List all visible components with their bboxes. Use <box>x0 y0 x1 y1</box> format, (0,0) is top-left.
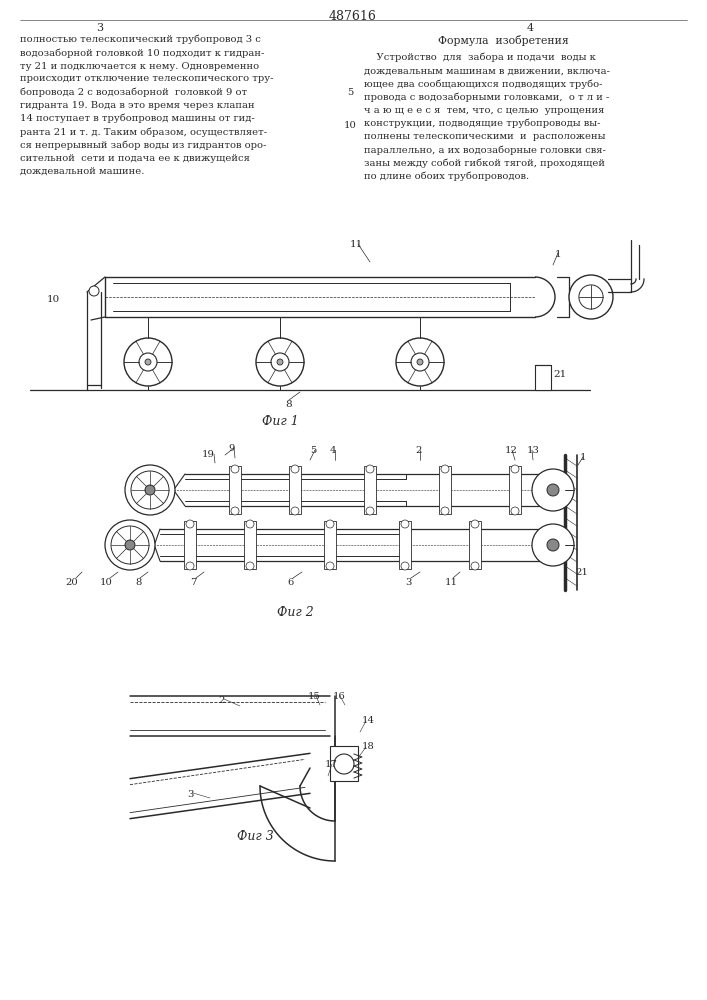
Circle shape <box>231 465 239 473</box>
Circle shape <box>326 562 334 570</box>
Circle shape <box>231 507 239 515</box>
Text: 1: 1 <box>580 453 587 462</box>
Circle shape <box>417 359 423 365</box>
Text: Устройство  для  забора и подачи  воды к
дождевальным машинам в движении, включа: Устройство для забора и подачи воды к до… <box>364 53 610 181</box>
Text: 2: 2 <box>415 446 421 455</box>
Circle shape <box>396 338 444 386</box>
Circle shape <box>366 465 374 473</box>
Circle shape <box>334 754 354 774</box>
Circle shape <box>139 353 157 371</box>
Text: 5: 5 <box>310 446 316 455</box>
Circle shape <box>125 465 175 515</box>
Bar <box>509 466 521 514</box>
Bar <box>244 521 256 569</box>
Circle shape <box>105 520 155 570</box>
Bar <box>399 521 411 569</box>
Bar <box>330 746 358 781</box>
Text: 3: 3 <box>96 23 103 33</box>
Text: 3: 3 <box>187 790 194 799</box>
Text: 10: 10 <box>100 578 113 587</box>
Text: 9: 9 <box>228 444 235 453</box>
Circle shape <box>326 520 334 528</box>
Bar <box>439 466 451 514</box>
Bar <box>535 365 551 390</box>
Text: 21: 21 <box>553 370 566 379</box>
Bar <box>324 521 336 569</box>
Text: Фиг 2: Фиг 2 <box>276 606 313 619</box>
Bar <box>184 521 196 569</box>
Circle shape <box>124 338 172 386</box>
Text: 4: 4 <box>527 23 534 33</box>
Text: 4: 4 <box>330 446 337 455</box>
Bar <box>469 521 481 569</box>
Text: 19: 19 <box>202 450 215 459</box>
Circle shape <box>366 507 374 515</box>
Text: полностью телескопический трубопровод 3 с
водозаборной головкой 10 подходит к ги: полностью телескопический трубопровод 3 … <box>20 35 274 175</box>
Text: 10: 10 <box>47 295 60 304</box>
Circle shape <box>401 562 409 570</box>
Circle shape <box>411 353 429 371</box>
Text: 1: 1 <box>555 250 561 259</box>
Text: 487616: 487616 <box>329 10 377 23</box>
Text: Фиг 3: Фиг 3 <box>237 830 274 843</box>
Text: 16: 16 <box>333 692 346 701</box>
Circle shape <box>186 520 194 528</box>
Circle shape <box>256 338 304 386</box>
Circle shape <box>547 539 559 551</box>
Bar <box>229 466 241 514</box>
Circle shape <box>145 359 151 365</box>
Circle shape <box>89 286 99 296</box>
Circle shape <box>471 562 479 570</box>
Circle shape <box>271 353 289 371</box>
Text: 11: 11 <box>445 578 458 587</box>
Text: 11: 11 <box>350 240 363 249</box>
Circle shape <box>547 484 559 496</box>
Circle shape <box>291 465 299 473</box>
Circle shape <box>131 471 169 509</box>
Text: 20: 20 <box>65 578 78 587</box>
Bar <box>364 466 376 514</box>
Circle shape <box>277 359 283 365</box>
Circle shape <box>511 465 519 473</box>
Circle shape <box>246 562 254 570</box>
Circle shape <box>145 485 155 495</box>
Text: 21: 21 <box>575 568 588 577</box>
Text: 10: 10 <box>344 121 356 130</box>
Bar <box>289 466 301 514</box>
Text: 14: 14 <box>362 716 375 725</box>
Text: 13: 13 <box>527 446 540 455</box>
Text: Формула  изобретения: Формула изобретения <box>438 35 568 46</box>
Circle shape <box>401 520 409 528</box>
Circle shape <box>291 507 299 515</box>
Circle shape <box>246 520 254 528</box>
Text: 2: 2 <box>218 696 224 705</box>
Circle shape <box>569 275 613 319</box>
Text: 12: 12 <box>505 446 518 455</box>
Text: 8: 8 <box>135 578 141 587</box>
Text: 3: 3 <box>405 578 411 587</box>
Circle shape <box>511 507 519 515</box>
Circle shape <box>532 524 574 566</box>
Text: 7: 7 <box>190 578 197 587</box>
Circle shape <box>125 540 135 550</box>
Text: 15: 15 <box>308 692 321 701</box>
Circle shape <box>579 285 603 309</box>
Circle shape <box>471 520 479 528</box>
Circle shape <box>186 562 194 570</box>
Text: 5: 5 <box>347 88 354 97</box>
Circle shape <box>532 469 574 511</box>
Text: 17: 17 <box>325 760 338 769</box>
Text: 8: 8 <box>285 400 291 409</box>
Circle shape <box>111 526 149 564</box>
Circle shape <box>441 507 449 515</box>
Text: 18: 18 <box>362 742 375 751</box>
Text: 6: 6 <box>287 578 293 587</box>
Circle shape <box>441 465 449 473</box>
Text: Фиг 1: Фиг 1 <box>262 415 298 428</box>
